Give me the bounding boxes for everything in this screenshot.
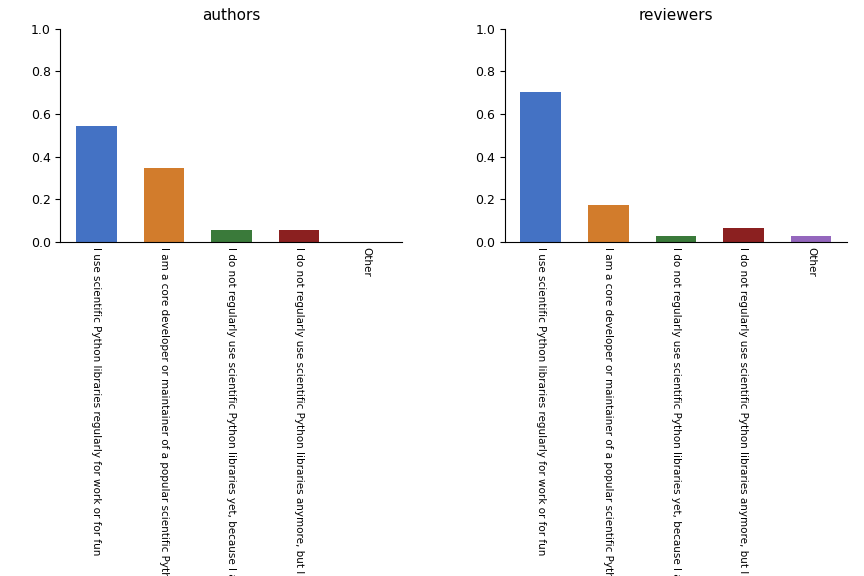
Title: reviewers: reviewers	[638, 9, 713, 24]
Bar	[143, 168, 184, 242]
Bar	[76, 126, 117, 242]
Bar	[520, 92, 561, 242]
Bar	[656, 236, 696, 242]
Bar	[211, 230, 251, 242]
Bar	[791, 236, 831, 242]
Bar	[723, 228, 764, 242]
Bar	[588, 204, 628, 242]
Title: authors: authors	[202, 9, 261, 24]
Bar	[279, 230, 319, 242]
